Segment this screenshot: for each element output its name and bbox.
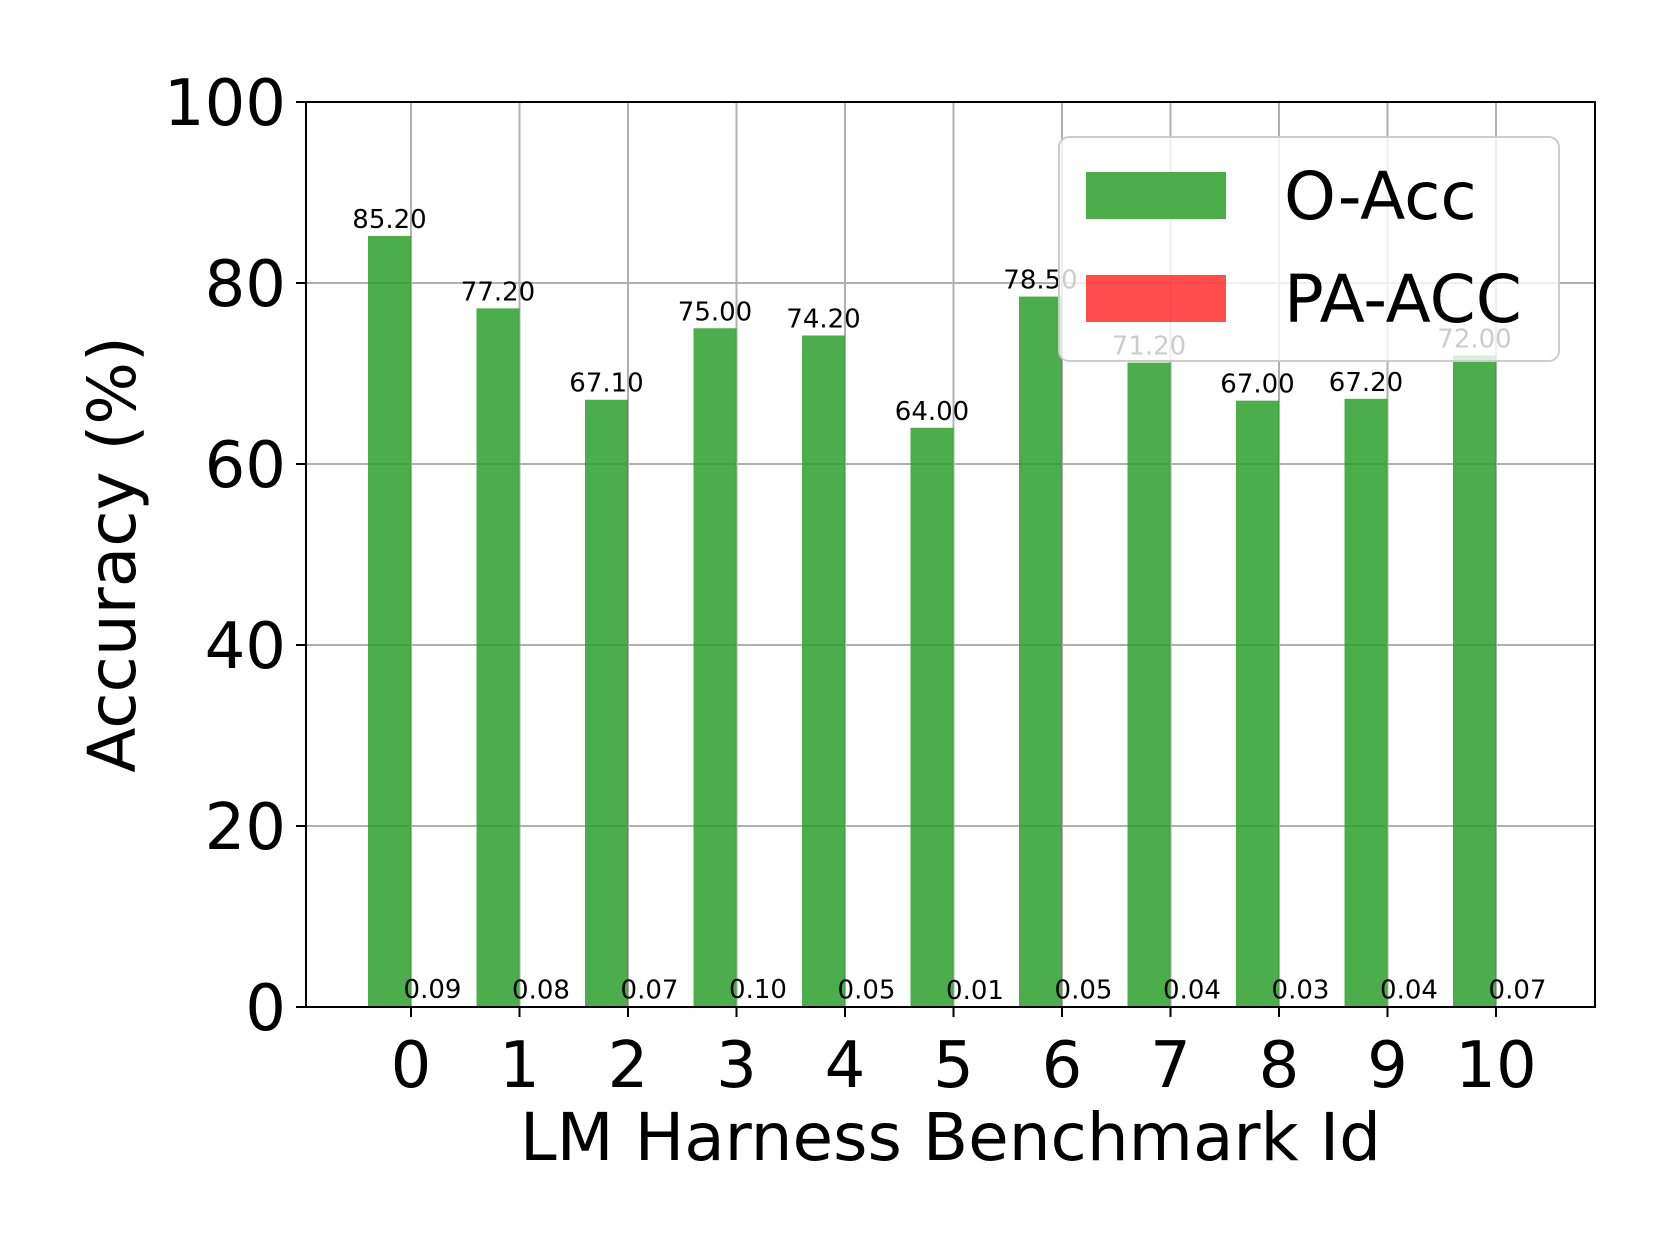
bar-label-pa-acc: 0.10 [729, 975, 787, 1005]
bar-label-pa-acc: 0.07 [621, 975, 679, 1005]
x-tick-label: 9 [1367, 1029, 1408, 1103]
bar-o-acc [1127, 362, 1171, 1007]
bar-o-acc [1453, 355, 1496, 1007]
x-tick-label: 0 [391, 1029, 432, 1103]
plot-frame [305, 101, 1596, 1008]
legend-swatch [1086, 275, 1226, 322]
x-tick-label: 3 [716, 1029, 757, 1103]
bar-label-pa-acc: 0.05 [838, 976, 896, 1006]
bar-label-o-acc: 85.20 [352, 205, 426, 235]
bar-o-acc [476, 308, 520, 1008]
y-axis-ticks: 0 20 40 60 80 100 [164, 67, 306, 1046]
bar-label-o-acc: 75.00 [678, 297, 752, 327]
y-tick-label: 60 [205, 429, 286, 503]
x-axis-title: LM Harness Benchmark Id [520, 1099, 1381, 1176]
legend-label: PA-ACC [1284, 261, 1522, 338]
y-tick-label: 80 [205, 248, 286, 322]
y-tick-label: 20 [205, 791, 286, 865]
bar-label-o-acc: 67.00 [1220, 370, 1294, 400]
x-tick-label: 8 [1259, 1029, 1300, 1103]
bar-label-o-acc: 74.20 [786, 304, 860, 334]
legend-swatch [1086, 172, 1226, 219]
bar-o-acc [1236, 400, 1279, 1007]
bar-label-pa-acc: 0.04 [1163, 976, 1221, 1006]
legend-label: O-Acc [1284, 158, 1477, 235]
x-tick-label: 1 [499, 1029, 540, 1103]
bar-o-acc [693, 328, 737, 1007]
bars [368, 235, 1539, 1008]
bar-o-acc [910, 427, 954, 1007]
bar-label-o-acc: 67.20 [1329, 368, 1403, 398]
x-tick-label: 4 [825, 1029, 866, 1103]
bar-label-pa-acc: 0.05 [1055, 976, 1113, 1006]
bar-label-pa-acc: 0.08 [512, 975, 570, 1005]
x-tick-label: 5 [933, 1029, 974, 1103]
y-tick-label: 100 [164, 67, 286, 141]
bar-label-o-acc: 64.00 [895, 397, 969, 427]
legend: O-Acc PA-ACC [1058, 136, 1560, 362]
bar-value-labels: 85.20 0.09 77.20 0.08 67.10 0.07 75.00 0.10 74.2… [352, 205, 1546, 1006]
bar-label-pa-acc: 0.01 [946, 976, 1004, 1006]
x-tick-label: 6 [1042, 1029, 1083, 1103]
bar-o-acc [802, 335, 845, 1007]
x-tick-label: 7 [1150, 1029, 1191, 1103]
bar-label-pa-acc: 0.09 [404, 975, 462, 1005]
bar-label-o-acc: 77.20 [461, 277, 535, 307]
bar-label-pa-acc: 0.07 [1489, 975, 1547, 1005]
x-tick-label: 10 [1455, 1029, 1536, 1103]
bar-label-pa-acc: 0.03 [1272, 976, 1330, 1006]
y-axis-title: Accuracy (%) [74, 336, 151, 773]
x-axis-ticks: 0 1 2 3 4 5 6 7 8 9 10 [391, 1007, 1537, 1103]
bar-o-acc [585, 399, 628, 1007]
bar-o-acc [368, 235, 411, 1007]
x-tick-label: 2 [608, 1029, 649, 1103]
bar-label-pa-acc: 0.04 [1380, 976, 1438, 1006]
bar-o-acc [1019, 296, 1062, 1007]
y-tick-label: 0 [245, 972, 286, 1046]
y-tick-label: 40 [205, 610, 286, 684]
bar-o-acc [1344, 398, 1388, 1008]
bar-label-o-acc: 67.10 [569, 369, 643, 399]
